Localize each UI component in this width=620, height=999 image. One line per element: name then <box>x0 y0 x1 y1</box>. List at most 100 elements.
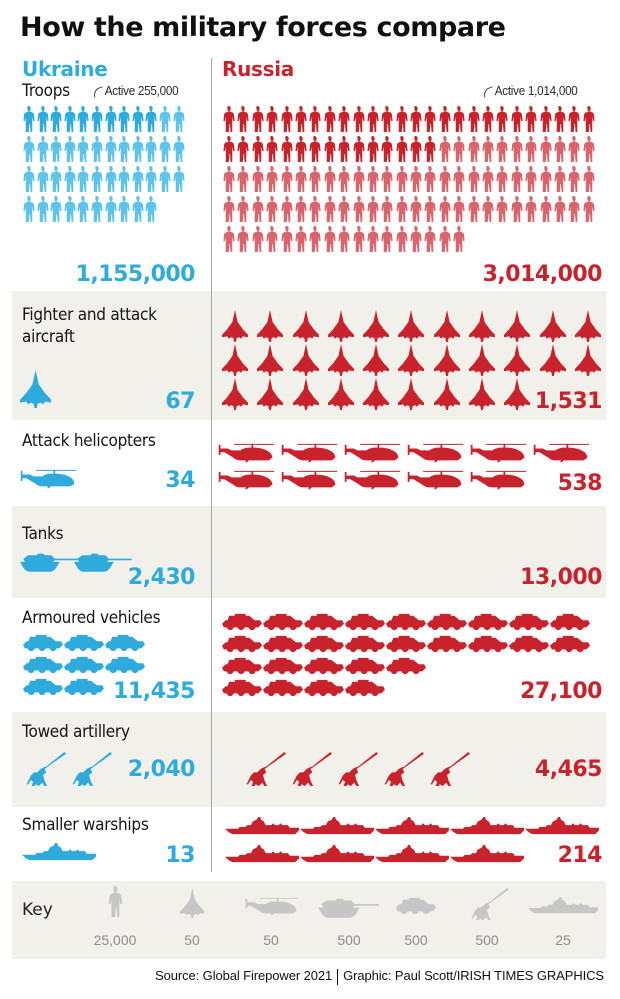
jet-icon <box>20 370 52 409</box>
jet-icon <box>539 310 566 342</box>
icon-row <box>222 136 610 166</box>
artillery-section <box>12 712 606 807</box>
jet-icon <box>257 344 284 376</box>
soldier-icon <box>266 196 278 222</box>
jet-icon <box>327 344 354 376</box>
soldier-icon <box>410 136 422 162</box>
soldier-icon <box>309 166 321 192</box>
icon-row <box>222 613 602 635</box>
unit-icon <box>308 226 321 252</box>
soldier-icon <box>540 166 552 192</box>
unit-icon <box>452 166 465 192</box>
unit-icon <box>380 226 393 252</box>
unit-icon <box>409 106 422 132</box>
jet-icon <box>363 310 390 342</box>
icon-row <box>222 679 602 701</box>
soldier-icon <box>554 106 566 132</box>
unit-icon <box>222 344 248 376</box>
soldier-icon <box>295 106 307 132</box>
unit-icon <box>23 634 63 652</box>
unit-icon <box>345 613 385 631</box>
unit-icon <box>280 106 293 132</box>
unit-icon <box>323 106 336 132</box>
ukraine-active-note: Active 255,000 <box>92 83 179 98</box>
troops-label: Troops <box>22 81 70 101</box>
jet-icon <box>504 378 531 410</box>
ukraine-heading: Ukraine <box>22 57 108 81</box>
unit-icon <box>423 226 437 252</box>
unit-icon <box>263 657 303 675</box>
unit-icon <box>265 106 278 132</box>
unit-icon <box>504 378 531 410</box>
soldier-icon <box>568 196 580 222</box>
soldier-icon <box>453 226 465 252</box>
soldier-icon <box>511 136 523 162</box>
soldier-icon <box>381 136 393 162</box>
soldier-icon <box>381 106 393 132</box>
unit-icon <box>222 679 262 697</box>
soldier-icon <box>410 196 422 222</box>
unit-icon <box>76 136 89 162</box>
key-item <box>157 888 227 919</box>
unit-icon <box>22 843 96 861</box>
soldier-icon <box>468 136 480 162</box>
russia-aircraft-icons <box>222 310 607 412</box>
unit-icon <box>144 196 157 222</box>
icon-row <box>222 106 610 136</box>
armoured-vehicle-icon <box>550 613 590 631</box>
unit-icon <box>172 136 185 162</box>
soldier-icon <box>482 166 494 192</box>
unit-icon <box>363 310 390 342</box>
armoured-vehicle-icon <box>468 635 508 653</box>
unit-icon <box>380 106 393 132</box>
soldier-icon <box>540 136 552 162</box>
soldier-icon <box>91 136 103 162</box>
key-item <box>236 897 306 918</box>
soldier-icon <box>252 226 264 252</box>
unit-icon <box>36 136 49 162</box>
soldier-icon <box>77 136 89 162</box>
soldier-icon <box>237 136 250 162</box>
soldier-icon <box>583 136 595 162</box>
russia-troops-value: 3,014,000 <box>482 262 603 287</box>
unit-icon <box>380 196 393 222</box>
unit-icon <box>236 166 250 192</box>
unit-icon <box>63 196 76 222</box>
unit-icon <box>105 656 145 674</box>
unit-icon <box>158 166 171 192</box>
unit-icon <box>304 679 344 697</box>
unit-icon <box>539 166 552 192</box>
soldier-icon <box>496 136 509 162</box>
unit-icon <box>323 196 336 222</box>
soldier-icon <box>583 166 595 192</box>
unit-icon <box>225 817 299 835</box>
unit-icon <box>280 166 293 192</box>
soldier-icon <box>367 166 379 192</box>
helicopter-icon <box>218 470 275 490</box>
soldier-icon <box>118 166 130 192</box>
soldier-icon <box>396 106 408 132</box>
unit-icon <box>398 378 425 410</box>
jet-icon <box>433 310 460 342</box>
unit-icon <box>395 226 408 252</box>
soldier-icon <box>453 106 465 132</box>
jet-icon <box>574 344 601 376</box>
unit-icon <box>504 310 531 342</box>
unit-icon <box>222 196 235 222</box>
russia-tanks-value: 13,000 <box>520 565 602 590</box>
artillery-icon <box>26 752 66 786</box>
unit-icon <box>450 817 524 835</box>
unit-icon <box>279 470 339 492</box>
unit-icon <box>438 136 451 162</box>
unit-icon <box>222 310 248 342</box>
soldier-icon <box>396 136 408 162</box>
key-value: 50 <box>184 932 200 948</box>
ukraine-tank-icons <box>20 552 150 572</box>
unit-icon <box>504 344 531 376</box>
unit-icon <box>495 106 509 132</box>
key-value: 25,000 <box>93 932 137 948</box>
soldier-icon <box>223 196 235 222</box>
ukraine-helicopters-value: 34 <box>165 468 195 493</box>
soldier-icon <box>295 166 307 192</box>
soldier-icon <box>223 166 235 192</box>
